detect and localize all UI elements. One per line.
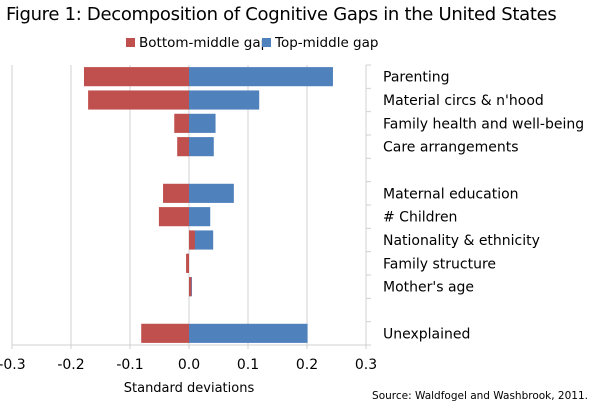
category-label: Maternal education xyxy=(383,186,519,202)
category-label: Family structure xyxy=(383,256,496,272)
bar-top-middle xyxy=(189,113,216,133)
category-label: Mother's age xyxy=(383,280,474,296)
chart-title: Figure 1: Decomposition of Cognitive Gap… xyxy=(6,4,557,25)
legend-label: Top-middle gap xyxy=(274,35,378,51)
x-axis-label: Standard deviations xyxy=(124,381,255,396)
legend-swatch xyxy=(126,38,135,47)
bar-bottom-middle xyxy=(158,207,189,227)
bar-top-middle xyxy=(189,207,211,227)
source-note: Source: Waldfogel and Washbrook, 2011. xyxy=(372,390,588,402)
x-tick-label: 0.0 xyxy=(178,357,200,373)
legend-swatch xyxy=(262,38,271,47)
x-tick-label: 0.1 xyxy=(237,357,259,373)
legend-label: Bottom-middle gap xyxy=(139,35,269,51)
bar-bottom-middle xyxy=(186,253,189,273)
x-tick-label: 0.3 xyxy=(355,357,377,373)
bar-bottom-middle xyxy=(177,137,189,157)
bar-top-middle xyxy=(189,323,308,343)
x-tick-label: -0.2 xyxy=(57,357,84,373)
bar-top-middle xyxy=(189,230,214,250)
bar-top-middle xyxy=(189,67,333,87)
bar-top-middle xyxy=(189,90,260,110)
bar-top-middle xyxy=(189,137,214,157)
bar-bottom-middle xyxy=(189,277,192,297)
x-tick-label: 0.2 xyxy=(296,357,318,373)
x-tick-label: -0.3 xyxy=(0,357,26,373)
bar-bottom-middle xyxy=(141,323,189,343)
category-label: Family health and well-being xyxy=(383,116,584,132)
category-label: Material circs & n'hood xyxy=(383,93,544,109)
category-label: # Children xyxy=(383,210,457,226)
bar-bottom-middle xyxy=(83,67,189,87)
bar-bottom-middle xyxy=(163,183,189,203)
bar-bottom-middle xyxy=(88,90,189,110)
category-label: Nationality & ethnicity xyxy=(383,233,540,249)
bar-bottom-middle xyxy=(189,230,195,250)
bar-bottom-middle xyxy=(174,113,189,133)
category-label: Care arrangements xyxy=(383,140,519,156)
category-label: Parenting xyxy=(383,70,449,86)
category-label: Unexplained xyxy=(383,326,470,342)
x-tick-label: -0.1 xyxy=(116,357,143,373)
bar-top-middle xyxy=(189,183,234,203)
